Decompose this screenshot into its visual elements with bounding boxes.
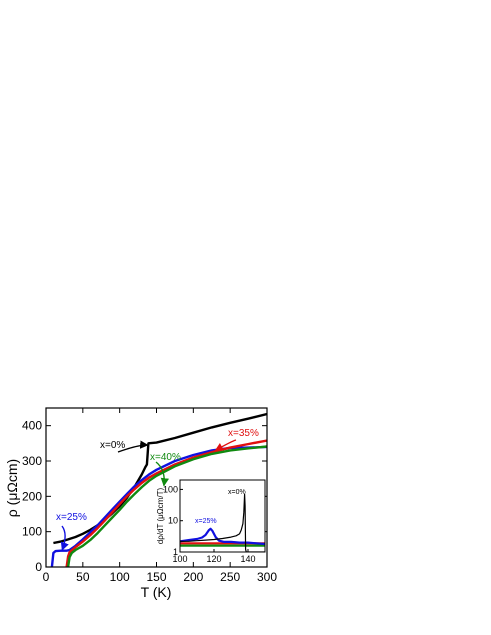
x-tick-label: 250	[220, 570, 240, 584]
inset-series-line-x-0	[180, 493, 265, 552]
annotation-label-x-40: x=40%	[150, 452, 181, 463]
inset-y-tick-label: 10	[168, 516, 178, 526]
inset-plot: 100 120 140 1 10 100 x=0% x=25% dρ/dT (μΩcm/T)	[156, 479, 266, 564]
series-line-x-35	[65, 439, 267, 567]
annotation-arrow-x-40	[155, 461, 170, 487]
annotation-arrow-x-25	[60, 525, 69, 551]
annotation-label-x-35: x=35%	[228, 428, 259, 439]
annotation-label-x-0: x=0%	[100, 440, 125, 451]
y-tick-label: 400	[22, 419, 42, 433]
inset-frame	[179, 479, 266, 553]
inset-y-tick-label: 100	[163, 484, 178, 494]
x-tick-label: 100	[110, 570, 130, 584]
x-tick-label: 150	[146, 570, 166, 584]
y-axis-label: ρ (μΩcm)	[4, 459, 20, 517]
y-tick-label: 200	[22, 489, 42, 503]
y-tick-label: 100	[22, 525, 42, 539]
annotation-arrow-x-35	[214, 439, 237, 452]
x-tick-label: 50	[76, 570, 90, 584]
annotation-arrow-x-0	[117, 440, 149, 453]
inset-x-tick-label: 120	[206, 554, 221, 564]
main-plot: 0 50 100 150 200 250 300 0 100 200 300 400 x=0% x=25…	[4, 407, 277, 600]
inset-y-tick-label: 1	[173, 547, 178, 557]
annotation-label-x-25: x=25%	[56, 512, 87, 523]
x-axis-label: T (K)	[141, 584, 172, 600]
inset-x-tick-label: 100	[172, 554, 187, 564]
inset-annotation-x-25: x=25%	[195, 518, 217, 525]
x-tick-label: 300	[257, 570, 277, 584]
y-tick-label: 300	[22, 454, 42, 468]
inset-y-axis-label: dρ/dT (μΩcm/T)	[156, 488, 165, 545]
x-tick-label: 200	[183, 570, 203, 584]
series-line-x-40	[66, 445, 267, 567]
x-tick-label: 0	[43, 570, 50, 584]
inset-x-tick-label: 140	[240, 554, 255, 564]
y-tick-label: 0	[35, 560, 42, 574]
inset-series-line-x-25	[180, 527, 265, 546]
inset-annotation-x-0: x=0%	[228, 489, 246, 496]
